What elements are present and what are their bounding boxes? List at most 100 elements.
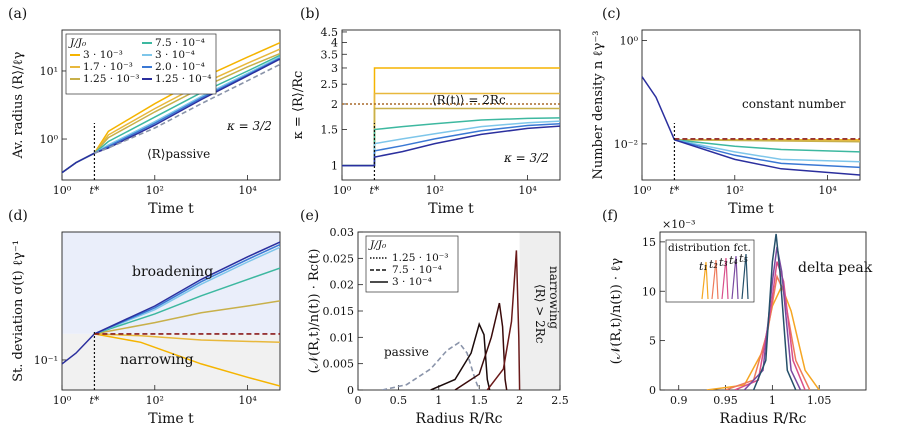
- y-tick-label: 0.02: [330, 279, 355, 292]
- y-scale-label: ×10⁻³: [662, 218, 695, 231]
- y-tick-label: 10⁰: [620, 35, 639, 48]
- x-tick-label: 10⁰: [633, 184, 652, 197]
- panel-letter: (b): [300, 6, 320, 22]
- panel-2: (b) 10⁰ 10² 10⁴ 1 1.5 2 2.5 33.544.5 t* Time t κ = …: [291, 6, 561, 217]
- y-axis-label: (𝒩(R,t)/n(t)) · Rc(t): [307, 249, 322, 374]
- series-1.25e-4: [94, 241, 280, 335]
- passive-label: passive: [384, 345, 429, 359]
- inset-label: t₄: [729, 254, 738, 267]
- series-t1: [706, 284, 820, 390]
- inset-label: t₂: [709, 258, 718, 271]
- x-tick-label: 10⁴: [818, 184, 837, 197]
- y-tick-label: 10: [642, 285, 656, 298]
- narrowing-label: narrowing: [120, 352, 194, 368]
- y-tick-label: 2: [331, 98, 338, 111]
- narrowing-label: narrowing: [547, 266, 561, 329]
- y-axis-label: Number density n ℓγ⁻³: [591, 31, 606, 180]
- series-base: [62, 333, 95, 365]
- axes-frame: [61, 29, 281, 181]
- y-tick-label: 0.01: [330, 331, 355, 344]
- legend-box: [65, 33, 217, 95]
- series-2e-4: [94, 243, 280, 335]
- series-7.5e-4: [94, 267, 280, 335]
- x-tick-label: 0.95: [713, 394, 738, 407]
- panel-1: (a) 10⁰ 10² 10⁴ 10⁰ 10¹ t* Time t Av. radius ⟨R⟩…: [8, 6, 281, 217]
- tstar-label: t*: [369, 184, 379, 197]
- series-1.25e-4: [62, 58, 280, 174]
- series-1.25e-4: [342, 125, 560, 167]
- axes-frame: [341, 29, 561, 181]
- inset-peak: [721, 257, 729, 300]
- x-axis-label: Radius R/Rc: [416, 411, 503, 427]
- panel-3: (c) 10⁰ 10² 10⁴ 10⁰ 10⁻² t* Time t Number densit…: [591, 6, 861, 217]
- y-tick-label: 0: [347, 384, 354, 397]
- series-1.25e-3: [674, 139, 860, 143]
- series-1.25e-3: [94, 300, 280, 335]
- plot-area: [382, 250, 521, 390]
- y-axis-label: Av. radius ⟨R⟩/ℓγ: [11, 51, 26, 159]
- panel-letter: (a): [8, 6, 27, 22]
- x-tick-label: 0.9: [670, 394, 688, 407]
- plot-area: [706, 233, 820, 390]
- legend-label: 3 · 10⁻³: [83, 49, 123, 61]
- passive-label: ⟨R⟩passive: [147, 147, 210, 161]
- series-7.5e-4: [454, 302, 508, 390]
- panel-letter: (e): [300, 208, 319, 224]
- series-1.25e-4: [674, 139, 860, 176]
- x-tick-label: 1: [769, 394, 776, 407]
- x-tick-label: 10²: [426, 184, 444, 197]
- legend: J/J₀ 1.25 · 10⁻³7.5 · 10⁻⁴3 · 10⁻⁴: [365, 235, 459, 293]
- y-axis-label: (𝒩(R,t)/n(t)) · ℓγ: [609, 258, 624, 365]
- series-1.25e-3: [486, 250, 521, 390]
- plot-area: [62, 42, 280, 180]
- legend: J/J₀3 · 10⁻³1.7 · 10⁻³1.25 · 10⁻³ 7.5 · 1…: [65, 33, 217, 95]
- inset-peak: [701, 261, 709, 300]
- inset-box: [665, 239, 755, 303]
- legend-title: J/J₀: [368, 239, 387, 251]
- series-3e-4: [674, 139, 860, 163]
- legend-label: 1.25 · 10⁻³: [83, 73, 140, 85]
- y-tick-label: 0.025: [323, 252, 355, 265]
- const-label: constant number: [742, 97, 846, 111]
- x-tick-label: 0: [355, 394, 362, 407]
- x-tick-label: 1: [435, 394, 442, 407]
- series-3e-4: [430, 322, 491, 390]
- y-tick-label: 2.5: [321, 78, 339, 91]
- panel-5: (e) 0 0.5 1 1.5 2 2.5 0 0.005 0.01 0.015 0.02 0.025 0…: [300, 208, 569, 427]
- y-tick-label: 10⁰: [40, 133, 59, 146]
- twoRc-label: ⟨R(t)⟩ = 2Rc: [432, 93, 506, 107]
- legend-label: 1.25 · 10⁻³: [392, 252, 449, 264]
- panel-letter: (c): [602, 6, 621, 22]
- inset-label: t₁: [699, 260, 708, 273]
- inset-label: t₃: [719, 256, 728, 269]
- panel-6: (f) 0.9 0.95 1 1.05 0 5 10 15 ×10⁻³ Radius R/Rc (𝒩(…: [602, 208, 873, 427]
- x-tick-label: 10⁰: [53, 394, 72, 407]
- legend-label: 7.5 · 10⁻⁴: [155, 37, 205, 49]
- y-tick-label: 4: [331, 36, 338, 49]
- x-axis-label: Radius R/Rc: [720, 411, 807, 427]
- series-2e-4: [674, 139, 860, 169]
- x-tick-label: 10²: [146, 394, 164, 407]
- x-tick-label: 10⁰: [333, 184, 352, 197]
- y-tick-label: 5: [649, 335, 656, 348]
- y-axis-label: κ = ⟨R⟩/Rc: [291, 71, 306, 140]
- y-axis-label: St. deviation σ(t) ℓγ⁻¹: [11, 240, 26, 382]
- axes-frame: [61, 231, 281, 391]
- x-tick-label: 10⁴: [238, 394, 257, 407]
- legend-label: 1.7 · 10⁻³: [83, 61, 133, 73]
- axes-frame: [659, 231, 867, 391]
- series-passive: [94, 63, 280, 154]
- legend-label: 3 · 10⁻⁴: [155, 49, 195, 61]
- inset-title: distribution fct.: [668, 242, 751, 254]
- inset-peak: [711, 259, 719, 300]
- x-tick-label: 10⁴: [238, 184, 257, 197]
- inset-peak: [741, 253, 749, 300]
- narrowing-region: [62, 333, 280, 390]
- panel-4: (d) 10⁰ 10² 10⁴ 10⁻¹ t* Time t St. deviation σ(…: [8, 208, 281, 427]
- x-tick-label: 1.5: [470, 394, 488, 407]
- series-7.5e-4: [674, 139, 860, 153]
- inset-label: t₅: [739, 252, 748, 265]
- plot-area: [342, 67, 560, 180]
- panel-letter: (f): [602, 208, 618, 224]
- plot-area: [642, 76, 860, 180]
